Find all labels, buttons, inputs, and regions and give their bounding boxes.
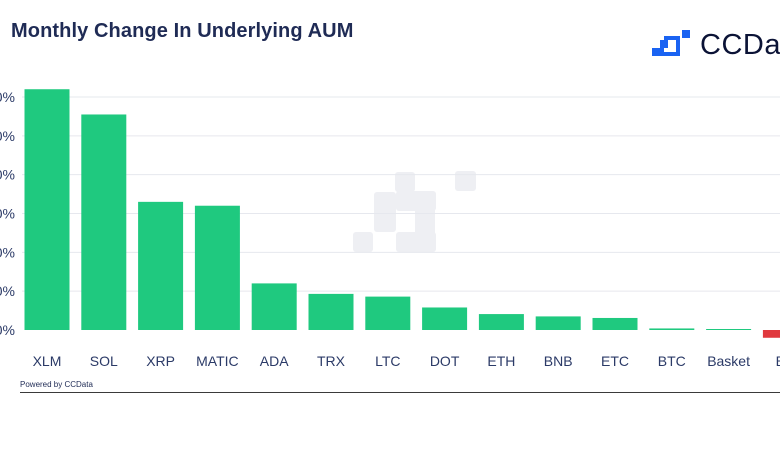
- y-tick-label: 0%: [0, 167, 15, 183]
- x-label-eth: ETH: [487, 353, 515, 369]
- bar-dot: [422, 307, 468, 330]
- chart-title: Monthly Change In Underlying AUM: [11, 20, 354, 42]
- bar-eth: [478, 314, 524, 330]
- x-label-basket: Basket: [707, 353, 750, 369]
- bar-basket: [706, 329, 752, 330]
- ccdata-logo-icon: [652, 30, 690, 56]
- bar-trx: [308, 293, 354, 330]
- x-label-bc: BC: [776, 353, 780, 369]
- y-tick-label: 0%: [0, 244, 15, 260]
- x-label-bnb: BNB: [544, 353, 573, 369]
- x-label-xlm: XLM: [33, 353, 62, 369]
- bar-xrp: [138, 201, 184, 330]
- y-tick-label: 0%: [0, 128, 15, 144]
- bar-bnb: [535, 316, 581, 330]
- bar-ada: [251, 283, 297, 330]
- y-tick-label: 0%: [0, 322, 15, 338]
- bar-ltc: [365, 296, 411, 330]
- x-label-etc: ETC: [601, 353, 629, 369]
- x-label-ada: ADA: [260, 353, 289, 369]
- bar-sol: [81, 114, 127, 330]
- watermark-logo: [353, 171, 476, 252]
- bar-xlm: [24, 89, 70, 330]
- x-label-ltc: LTC: [375, 353, 400, 369]
- footer-divider: [20, 392, 780, 393]
- bar-etc: [592, 317, 638, 330]
- y-tick-label: 0%: [0, 89, 15, 105]
- bar-btc: [649, 328, 695, 330]
- x-label-btc: BTC: [658, 353, 686, 369]
- y-tick-label: 0%: [0, 283, 15, 299]
- x-label-dot: DOT: [430, 353, 460, 369]
- y-tick-label: 0%: [0, 206, 15, 222]
- x-label-trx: TRX: [317, 353, 346, 369]
- bar-matic: [194, 205, 240, 330]
- ccdata-logo: CCDa: [652, 28, 780, 61]
- bar-bc: [762, 330, 780, 338]
- logo-text: CCDa: [700, 28, 780, 61]
- x-label-sol: SOL: [90, 353, 118, 369]
- x-label-matic: MATIC: [196, 353, 239, 369]
- x-label-xrp: XRP: [146, 353, 175, 369]
- footer-credit: Powered by CCData: [20, 380, 93, 389]
